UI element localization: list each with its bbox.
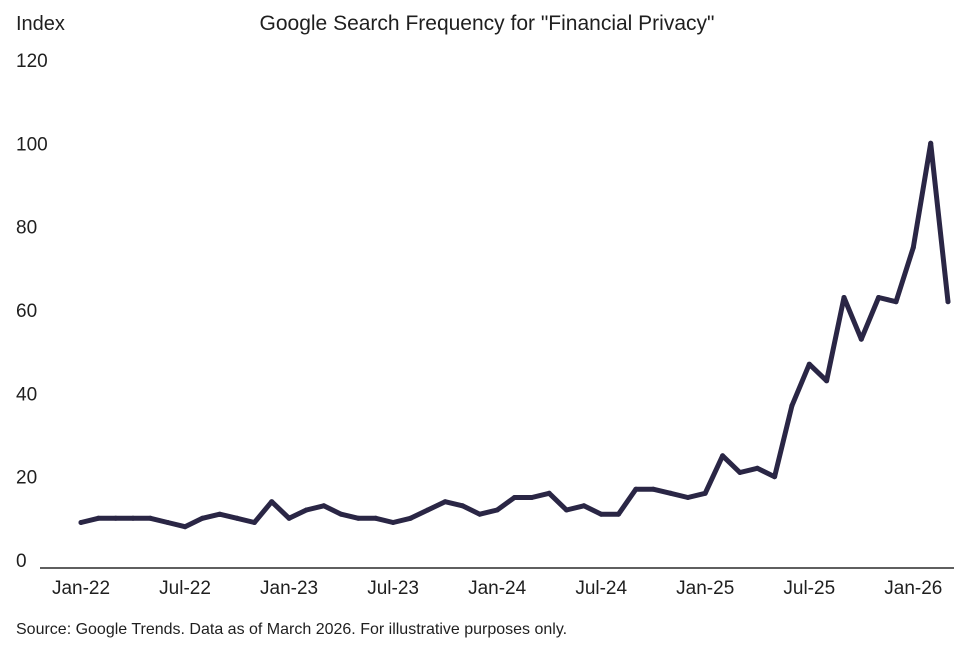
- data-point: [633, 486, 639, 492]
- data-point: [165, 520, 171, 525]
- data-point: [477, 511, 483, 517]
- chart-title: Google Search Frequency for "Financial P…: [260, 12, 715, 35]
- data-point: [564, 507, 569, 513]
- y-tick-label: 80: [16, 218, 37, 239]
- data-point: [928, 140, 934, 146]
- data-point: [789, 403, 795, 409]
- x-tick-label: Jul-22: [159, 578, 211, 599]
- data-point: [598, 511, 604, 517]
- data-point: [286, 515, 292, 521]
- data-point: [303, 507, 309, 513]
- y-axis-ticks: 0 20 40 60 80 100 120: [16, 51, 48, 572]
- data-point: [581, 503, 587, 509]
- data-point: [668, 490, 674, 496]
- data-point: [702, 490, 708, 496]
- data-point: [858, 336, 864, 342]
- data-point: [321, 503, 327, 509]
- data-point: [754, 465, 760, 471]
- line-chart: Google Search Frequency for "Financial P…: [16, 12, 954, 599]
- data-point: [824, 378, 830, 384]
- data-point: [199, 515, 205, 521]
- x-tick-label: Jan-26: [884, 578, 942, 599]
- data-point: [650, 486, 656, 492]
- data-point: [182, 524, 188, 530]
- data-point: [217, 511, 223, 517]
- x-tick-label: Jan-22: [52, 578, 110, 599]
- data-point: [893, 299, 899, 305]
- data-point: [945, 299, 951, 305]
- y-tick-label: 20: [16, 468, 37, 489]
- data-point: [512, 495, 517, 500]
- data-point: [720, 453, 726, 459]
- data-point: [373, 515, 379, 521]
- y-tick-label: 0: [16, 551, 27, 572]
- data-point: [616, 511, 621, 517]
- data-point: [130, 515, 136, 521]
- data-point: [841, 295, 847, 300]
- x-tick-label: Jan-23: [260, 578, 318, 599]
- data-point: [95, 515, 101, 521]
- data-point: [910, 245, 916, 250]
- x-tick-label: Jul-23: [367, 578, 419, 599]
- series-group: [78, 140, 951, 530]
- data-point: [546, 490, 552, 496]
- data-point: [737, 470, 743, 475]
- y-tick-label: 100: [16, 134, 48, 155]
- y-axis-label: Index: [16, 13, 65, 35]
- series-line: [78, 140, 951, 530]
- y-tick-label: 120: [16, 51, 48, 72]
- y-tick-label: 60: [16, 301, 37, 322]
- data-point: [876, 295, 882, 300]
- data-point: [460, 503, 465, 509]
- source-note: Source: Google Trends. Data as of March …: [16, 621, 568, 638]
- data-point: [408, 515, 413, 521]
- x-tick-label: Jan-25: [676, 578, 734, 599]
- data-point: [425, 507, 431, 513]
- data-point: [147, 515, 153, 521]
- data-point: [442, 499, 448, 505]
- data-point: [113, 515, 119, 521]
- data-point: [806, 361, 812, 367]
- data-point: [529, 495, 535, 500]
- x-tick-label: Jul-25: [783, 578, 835, 599]
- data-point: [251, 520, 257, 525]
- data-point: [685, 495, 691, 500]
- data-point: [494, 507, 500, 513]
- data-point: [355, 515, 361, 521]
- x-tick-label: Jul-24: [575, 578, 627, 599]
- y-tick-label: 40: [16, 384, 37, 405]
- data-point: [269, 499, 275, 505]
- data-point: [772, 474, 778, 480]
- data-point: [234, 515, 240, 521]
- x-tick-label: Jan-24: [468, 578, 527, 599]
- data-point: [78, 520, 84, 525]
- data-point: [390, 520, 396, 525]
- data-point: [338, 511, 344, 517]
- x-axis-ticks: Jan-22 Jul-22 Jan-23 Jul-23 Jan-24 Jul-24 Jan-…: [52, 578, 942, 599]
